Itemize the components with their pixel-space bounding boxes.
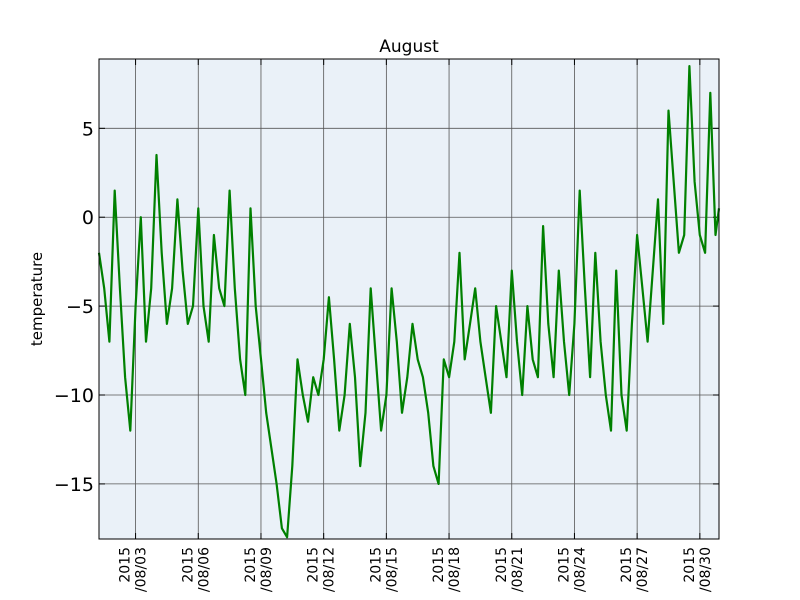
x-tick-label-year: 2015 [619,547,635,583]
x-tick-label: 2015/08/27 [619,547,651,592]
x-tick-label-date: /08/30 [698,547,714,592]
x-tick-label-year: 2015 [243,547,259,583]
x-tick-label-year: 2015 [556,547,572,583]
x-tick-label: 2015/08/09 [243,547,275,592]
x-tick-label-date: /08/15 [384,547,400,592]
series-layer [97,64,721,539]
y-axis-ticks: 5 0 −5 −10 −15 [54,118,719,496]
series-line [97,64,721,539]
x-tick-label-date: /08/18 [447,547,463,592]
x-tick-label-date: /08/03 [134,547,150,592]
x-tick-label-year: 2015 [682,547,698,583]
x-tick-label-year: 2015 [494,547,510,583]
y-tick-label: −10 [54,385,94,407]
y-axis-label: temperature [28,252,46,346]
x-tick-label: 2015/08/12 [306,547,338,592]
x-tick-label: 2015/08/03 [118,547,150,592]
x-tick-label: 2015/08/15 [368,547,400,592]
x-tick-label: 2015/08/21 [494,547,526,592]
x-tick-label-date: /08/06 [196,547,212,592]
x-tick-label-date: /08/21 [510,547,526,592]
x-axis-ticks: 2015/08/03 2015/08/06 2015/08/09 2015/08/12… [118,59,714,592]
x-tick-label-date: /08/09 [259,547,275,592]
plot-frame [98,58,720,540]
y-tick-label: −5 [66,296,94,318]
x-tick-label: 2015/08/18 [431,547,463,592]
x-tick-label-year: 2015 [368,547,384,583]
x-tick-label: 2015/08/06 [180,547,212,592]
x-tick-label: 2015/08/30 [682,547,714,592]
chart-title: August [379,37,439,57]
y-tick-label: −15 [54,474,94,496]
x-tick-label-year: 2015 [306,547,322,583]
x-tick-label-date: /08/24 [572,547,588,592]
x-tick-label-date: /08/27 [635,547,651,592]
plot-area-background [99,59,719,539]
y-tick-label: 0 [82,207,94,229]
x-tick-label-date: /08/12 [322,547,338,592]
x-tick-label: 2015/08/24 [556,547,588,592]
x-tick-label-year: 2015 [180,547,196,583]
x-tick-label-year: 2015 [431,547,447,583]
x-tick-label-year: 2015 [118,547,134,583]
y-tick-label: 5 [82,118,94,140]
